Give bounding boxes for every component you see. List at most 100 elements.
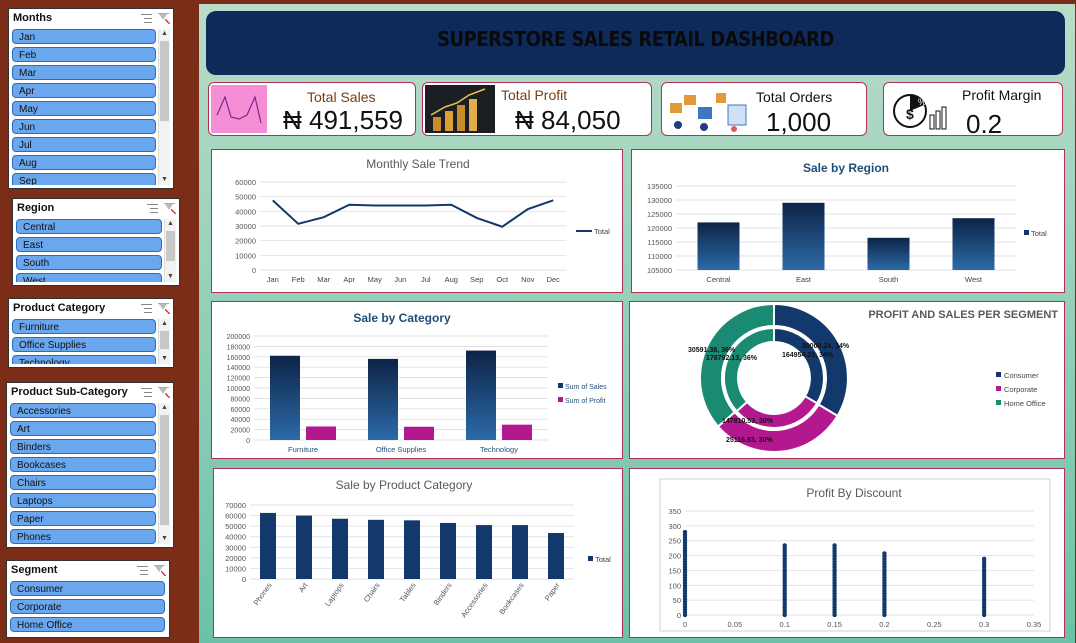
bar-profit-office-supplies xyxy=(404,426,434,440)
slicer-scrollbar[interactable]: ▲ ▼ xyxy=(158,403,170,544)
slicer-title: Product Category xyxy=(13,302,106,314)
clear-filter-icon[interactable] xyxy=(158,302,170,314)
y-tick-label: 130000 xyxy=(647,196,672,205)
chart-title: Monthly Sale Trend xyxy=(366,157,469,171)
slicer-item-furniture[interactable]: Furniture xyxy=(12,319,156,334)
slicer-item-bookcases[interactable]: Bookcases xyxy=(10,457,156,472)
slicer-item-jul[interactable]: Jul xyxy=(12,137,156,152)
dashboard-area: SUPERSTORE SALES RETAIL DASHBOARD Total … xyxy=(199,4,1075,643)
kpi-value: ₦ 491,559 xyxy=(283,105,403,135)
slicer-item-south[interactable]: South xyxy=(16,255,162,270)
slicer-item-may[interactable]: May xyxy=(12,101,156,116)
multi-select-icon[interactable] xyxy=(141,12,152,23)
slicer-item-consumer[interactable]: Consumer xyxy=(10,581,165,596)
slicer-item-mar[interactable]: Mar xyxy=(12,65,156,80)
y-tick-label: 350 xyxy=(668,507,681,516)
x-tick-label: 0.15 xyxy=(827,620,842,629)
x-tick-label: 0.05 xyxy=(728,620,743,629)
slicer-item-aug[interactable]: Aug xyxy=(12,155,156,170)
slicer-item-phones[interactable]: Phones xyxy=(10,529,156,544)
sales-sparkline-icon xyxy=(211,85,267,133)
slicer-item-central[interactable]: Central xyxy=(16,219,162,234)
slicer-sidebar: Months Jan Feb Mar Apr May Jun Jul Aug S… xyxy=(0,0,198,643)
slicer-item-jan[interactable]: Jan xyxy=(12,29,156,44)
y-tick-label: 180000 xyxy=(227,344,250,351)
slice-outer-home-office xyxy=(699,302,775,428)
scatter-point xyxy=(682,529,688,535)
scatter-point xyxy=(981,556,987,562)
kpi-total-orders: Total Orders 1,000 xyxy=(661,82,867,137)
scroll-down-icon[interactable]: ▼ xyxy=(167,273,174,280)
bar-phones xyxy=(260,512,276,579)
multi-select-icon[interactable] xyxy=(141,386,152,397)
slicer-item-sep[interactable]: Sep xyxy=(12,173,156,185)
multi-select-icon[interactable] xyxy=(147,202,158,213)
kpi-label: Total Profit xyxy=(501,87,568,103)
slicer-item-jun[interactable]: Jun xyxy=(12,119,156,134)
x-tick-label: May xyxy=(368,275,382,284)
scroll-up-icon[interactable]: ▲ xyxy=(161,404,168,411)
warehouse-orders-icon xyxy=(664,85,752,133)
x-tick-label: Technology xyxy=(480,445,518,454)
slicer-item-laptops[interactable]: Laptops xyxy=(10,493,156,508)
legend-label: Consumer xyxy=(1004,371,1039,380)
y-tick-label: 100000 xyxy=(227,386,250,393)
scatter-point xyxy=(832,543,837,548)
money-chart-icon: $ % xyxy=(893,94,947,130)
data-label: 25116.63, 30% xyxy=(726,437,773,444)
clear-filter-icon[interactable] xyxy=(164,202,176,214)
y-tick-label: 60000 xyxy=(231,407,251,414)
slicer-item-art[interactable]: Art xyxy=(10,421,156,436)
y-tick-label: 20000 xyxy=(235,237,256,246)
scroll-down-icon[interactable]: ▼ xyxy=(161,176,168,183)
x-tick-label: Tables xyxy=(398,581,418,604)
chart-title: PROFIT AND SALES PER SEGMENT xyxy=(868,309,1058,321)
scroll-up-icon[interactable]: ▲ xyxy=(161,30,168,37)
kpi-label: Profit Margin xyxy=(962,87,1042,103)
legend-label: Corporate xyxy=(1004,385,1037,394)
bar-chairs xyxy=(368,519,384,579)
slicer-item-apr[interactable]: Apr xyxy=(12,83,156,98)
slicer-item-chairs[interactable]: Chairs xyxy=(10,475,156,490)
scroll-up-icon[interactable]: ▲ xyxy=(161,320,168,327)
y-tick-label: 200000 xyxy=(227,334,250,341)
bar-art xyxy=(296,515,312,579)
y-tick-label: 105000 xyxy=(647,266,672,275)
slicer-item-home-office[interactable]: Home Office xyxy=(10,617,165,632)
slicer-item-technology[interactable]: Technology xyxy=(12,355,156,364)
scroll-up-icon[interactable]: ▲ xyxy=(167,220,174,227)
slicer-item-paper[interactable]: Paper xyxy=(10,511,156,526)
clear-filter-icon[interactable] xyxy=(154,564,166,576)
scroll-down-icon[interactable]: ▼ xyxy=(161,355,168,362)
y-tick-label: 50 xyxy=(673,596,681,605)
x-tick-label: Laptops xyxy=(323,581,346,608)
clear-filter-icon[interactable] xyxy=(158,12,170,24)
multi-select-icon[interactable] xyxy=(141,302,152,313)
slicer-item-binders[interactable]: Binders xyxy=(10,439,156,454)
scatter-point xyxy=(882,551,887,556)
scroll-down-icon[interactable]: ▼ xyxy=(161,535,168,542)
y-tick-label: 140000 xyxy=(227,365,250,372)
slicer-item-east[interactable]: East xyxy=(16,237,162,252)
bar-west xyxy=(952,218,995,270)
multi-select-icon[interactable] xyxy=(137,564,148,575)
x-tick-label: Paper xyxy=(543,581,562,603)
slicer-item-accessories[interactable]: Accessories xyxy=(10,403,156,418)
slicer-item-feb[interactable]: Feb xyxy=(12,47,156,62)
series-line-total xyxy=(272,199,554,228)
bar-profit-furniture xyxy=(306,426,336,440)
y-tick-label: 10000 xyxy=(235,251,256,260)
x-tick-label: Office Supplies xyxy=(376,445,427,454)
slicer-scrollbar[interactable]: ▲ ▼ xyxy=(164,219,176,282)
x-tick-label: Nov xyxy=(521,275,535,284)
slicer-item-office-supplies[interactable]: Office Supplies xyxy=(12,337,156,352)
clear-filter-icon[interactable] xyxy=(158,386,170,398)
slicer-item-corporate[interactable]: Corporate xyxy=(10,599,165,614)
y-tick-label: 60000 xyxy=(235,178,256,187)
slicer-scrollbar[interactable]: ▲ ▼ xyxy=(158,319,170,364)
y-tick-label: 150 xyxy=(668,566,681,575)
slicer-item-west[interactable]: West xyxy=(16,273,162,282)
bar-central xyxy=(697,222,740,270)
slicer-scrollbar[interactable]: ▲ ▼ xyxy=(158,29,170,185)
x-tick-label: 0.35 xyxy=(1027,620,1042,629)
